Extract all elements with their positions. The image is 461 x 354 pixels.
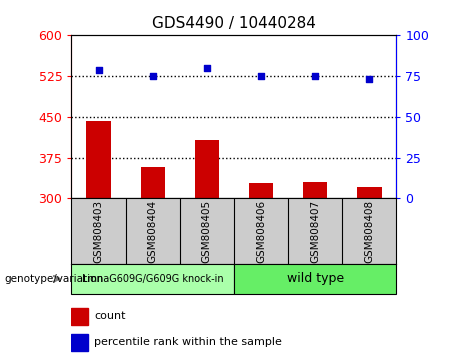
Bar [141, 167, 165, 198]
Text: LmnaG609G/G609G knock-in: LmnaG609G/G609G knock-in [82, 274, 224, 284]
Bar [303, 182, 327, 198]
Point [149, 73, 156, 79]
Title: GDS4490 / 10440284: GDS4490 / 10440284 [152, 16, 316, 32]
Point [203, 65, 211, 71]
Text: GSM808404: GSM808404 [148, 199, 158, 263]
Text: count: count [94, 311, 126, 321]
Text: genotype/variation: genotype/variation [5, 274, 104, 284]
Point [366, 76, 373, 82]
Bar [71, 334, 88, 351]
Point [257, 73, 265, 79]
Text: GSM808406: GSM808406 [256, 199, 266, 263]
Bar [249, 183, 273, 198]
Text: GSM808405: GSM808405 [202, 199, 212, 263]
Bar [195, 139, 219, 198]
Bar [234, 264, 396, 294]
Point [95, 67, 102, 73]
Point [312, 73, 319, 79]
Bar [71, 264, 234, 294]
Bar [71, 308, 88, 325]
Text: GSM808408: GSM808408 [364, 199, 374, 263]
Text: wild type: wild type [287, 272, 344, 285]
Bar [86, 121, 111, 198]
Text: GSM808403: GSM808403 [94, 199, 104, 263]
Bar [357, 187, 382, 198]
Text: percentile rank within the sample: percentile rank within the sample [94, 337, 282, 347]
Text: GSM808407: GSM808407 [310, 199, 320, 263]
